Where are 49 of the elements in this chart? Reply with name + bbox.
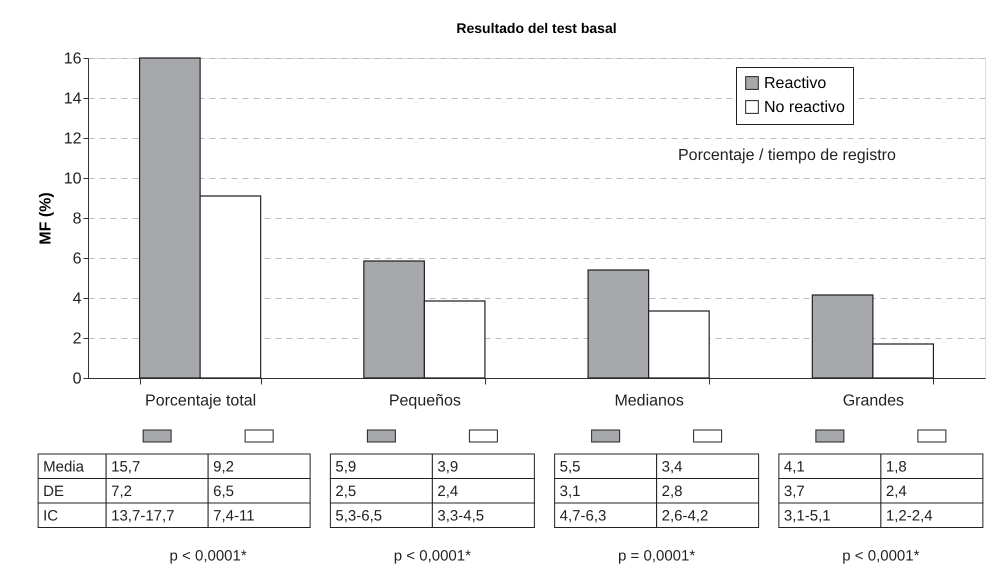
annotation: Porcentaje / tiempo de registro [678,147,896,164]
text: 9,2 [213,458,234,476]
text: 5,5 [560,458,580,476]
text: 3,1-5,1 [784,507,831,524]
text: 3,4 [662,458,682,476]
text: 4,1 [784,458,805,476]
x-tick-label: Grandes [842,392,904,410]
text: 13,7-17,7 [111,507,175,524]
y-axis-title: MF (%) [38,192,55,245]
y-tick-label: 16 [64,50,82,68]
y-tick-label: 6 [72,250,82,268]
text: 7,2 [111,482,132,500]
text: 3,1 [560,482,580,500]
text: 5,9 [335,458,356,476]
legend-label: No reactivo [764,99,846,116]
text: IC [43,507,58,524]
x-tick-label: Medianos [614,392,684,410]
text: p < 0,0001* [842,548,920,564]
text: p < 0,0001* [394,548,472,564]
text: 5,3-6,5 [335,507,382,524]
y-tick-label: 12 [64,130,82,148]
x-tick-label: Porcentaje total [145,392,256,410]
text: 3,9 [437,458,458,476]
text: 1,2-2,4 [886,507,933,524]
text: 2,5 [335,482,356,500]
y-tick-label: 2 [72,330,82,348]
text: 1,8 [886,458,907,476]
text: 2,6-4,2 [662,507,708,524]
text: DE [43,482,64,500]
text: 2,4 [886,482,907,500]
x-tick-label: Pequeños [388,392,461,410]
text: 2,4 [437,482,458,500]
legend-label: Reactivo [764,75,826,92]
text: 3,3-4,5 [437,507,484,524]
text: 7,4-11 [213,507,255,524]
y-tick-label: 0 [72,370,82,388]
chart-title: Resultado del test basal [456,20,617,36]
y-tick-label: 10 [64,170,82,188]
text: p < 0,0001* [170,548,247,564]
text: 2,8 [662,482,682,500]
y-tick-label: 8 [72,210,82,228]
text: 4,7-6,3 [560,507,606,524]
text: 6,5 [213,482,234,500]
text: 15,7 [111,458,140,476]
text: p = 0,0001* [618,548,696,564]
text: 3,7 [784,482,805,500]
y-tick-label: 14 [64,90,82,108]
y-tick-label: 4 [72,290,82,308]
text: Media [43,458,85,476]
